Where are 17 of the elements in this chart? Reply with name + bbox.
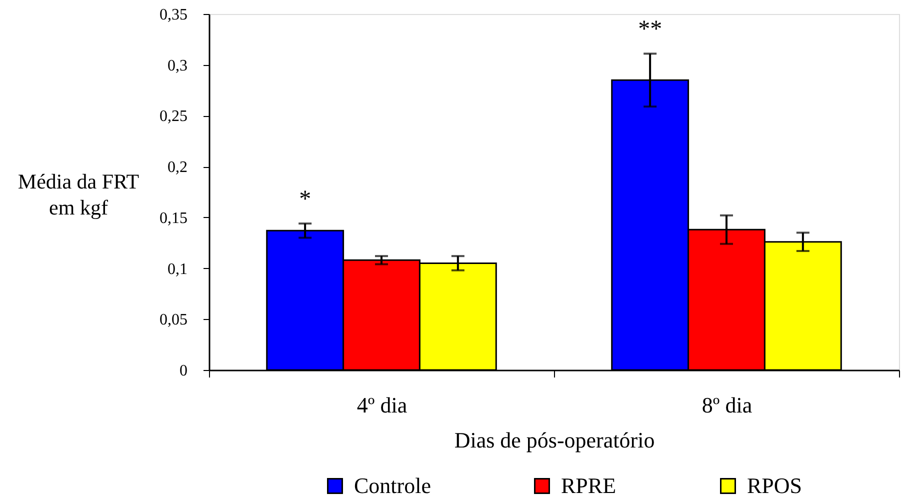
annotation: * bbox=[299, 186, 312, 213]
x-tick-label: 8º dia bbox=[702, 392, 752, 418]
legend-label: RPOS bbox=[747, 473, 802, 495]
y-tick-label: 0 bbox=[180, 362, 188, 380]
x-axis-title: Dias de pós-operatório bbox=[454, 428, 655, 452]
annotation: ** bbox=[638, 16, 662, 43]
y-tick-label: 0,3 bbox=[168, 57, 188, 74]
y-tick-label: 0,05 bbox=[160, 312, 188, 329]
y-tick-label: 0,25 bbox=[160, 108, 188, 126]
y-tick-label: 0,15 bbox=[160, 210, 188, 227]
y-axis-title: Média da FRT em kgf bbox=[18, 170, 140, 220]
y-tick-label: 0,2 bbox=[168, 159, 188, 176]
legend-label: Controle bbox=[354, 473, 431, 495]
y-tick-label: 0,35 bbox=[160, 6, 188, 24]
y-tick-label: 0,1 bbox=[168, 260, 188, 278]
x-tick-label: 4º dia bbox=[356, 392, 408, 418]
legend-label: RPRE bbox=[561, 473, 616, 495]
